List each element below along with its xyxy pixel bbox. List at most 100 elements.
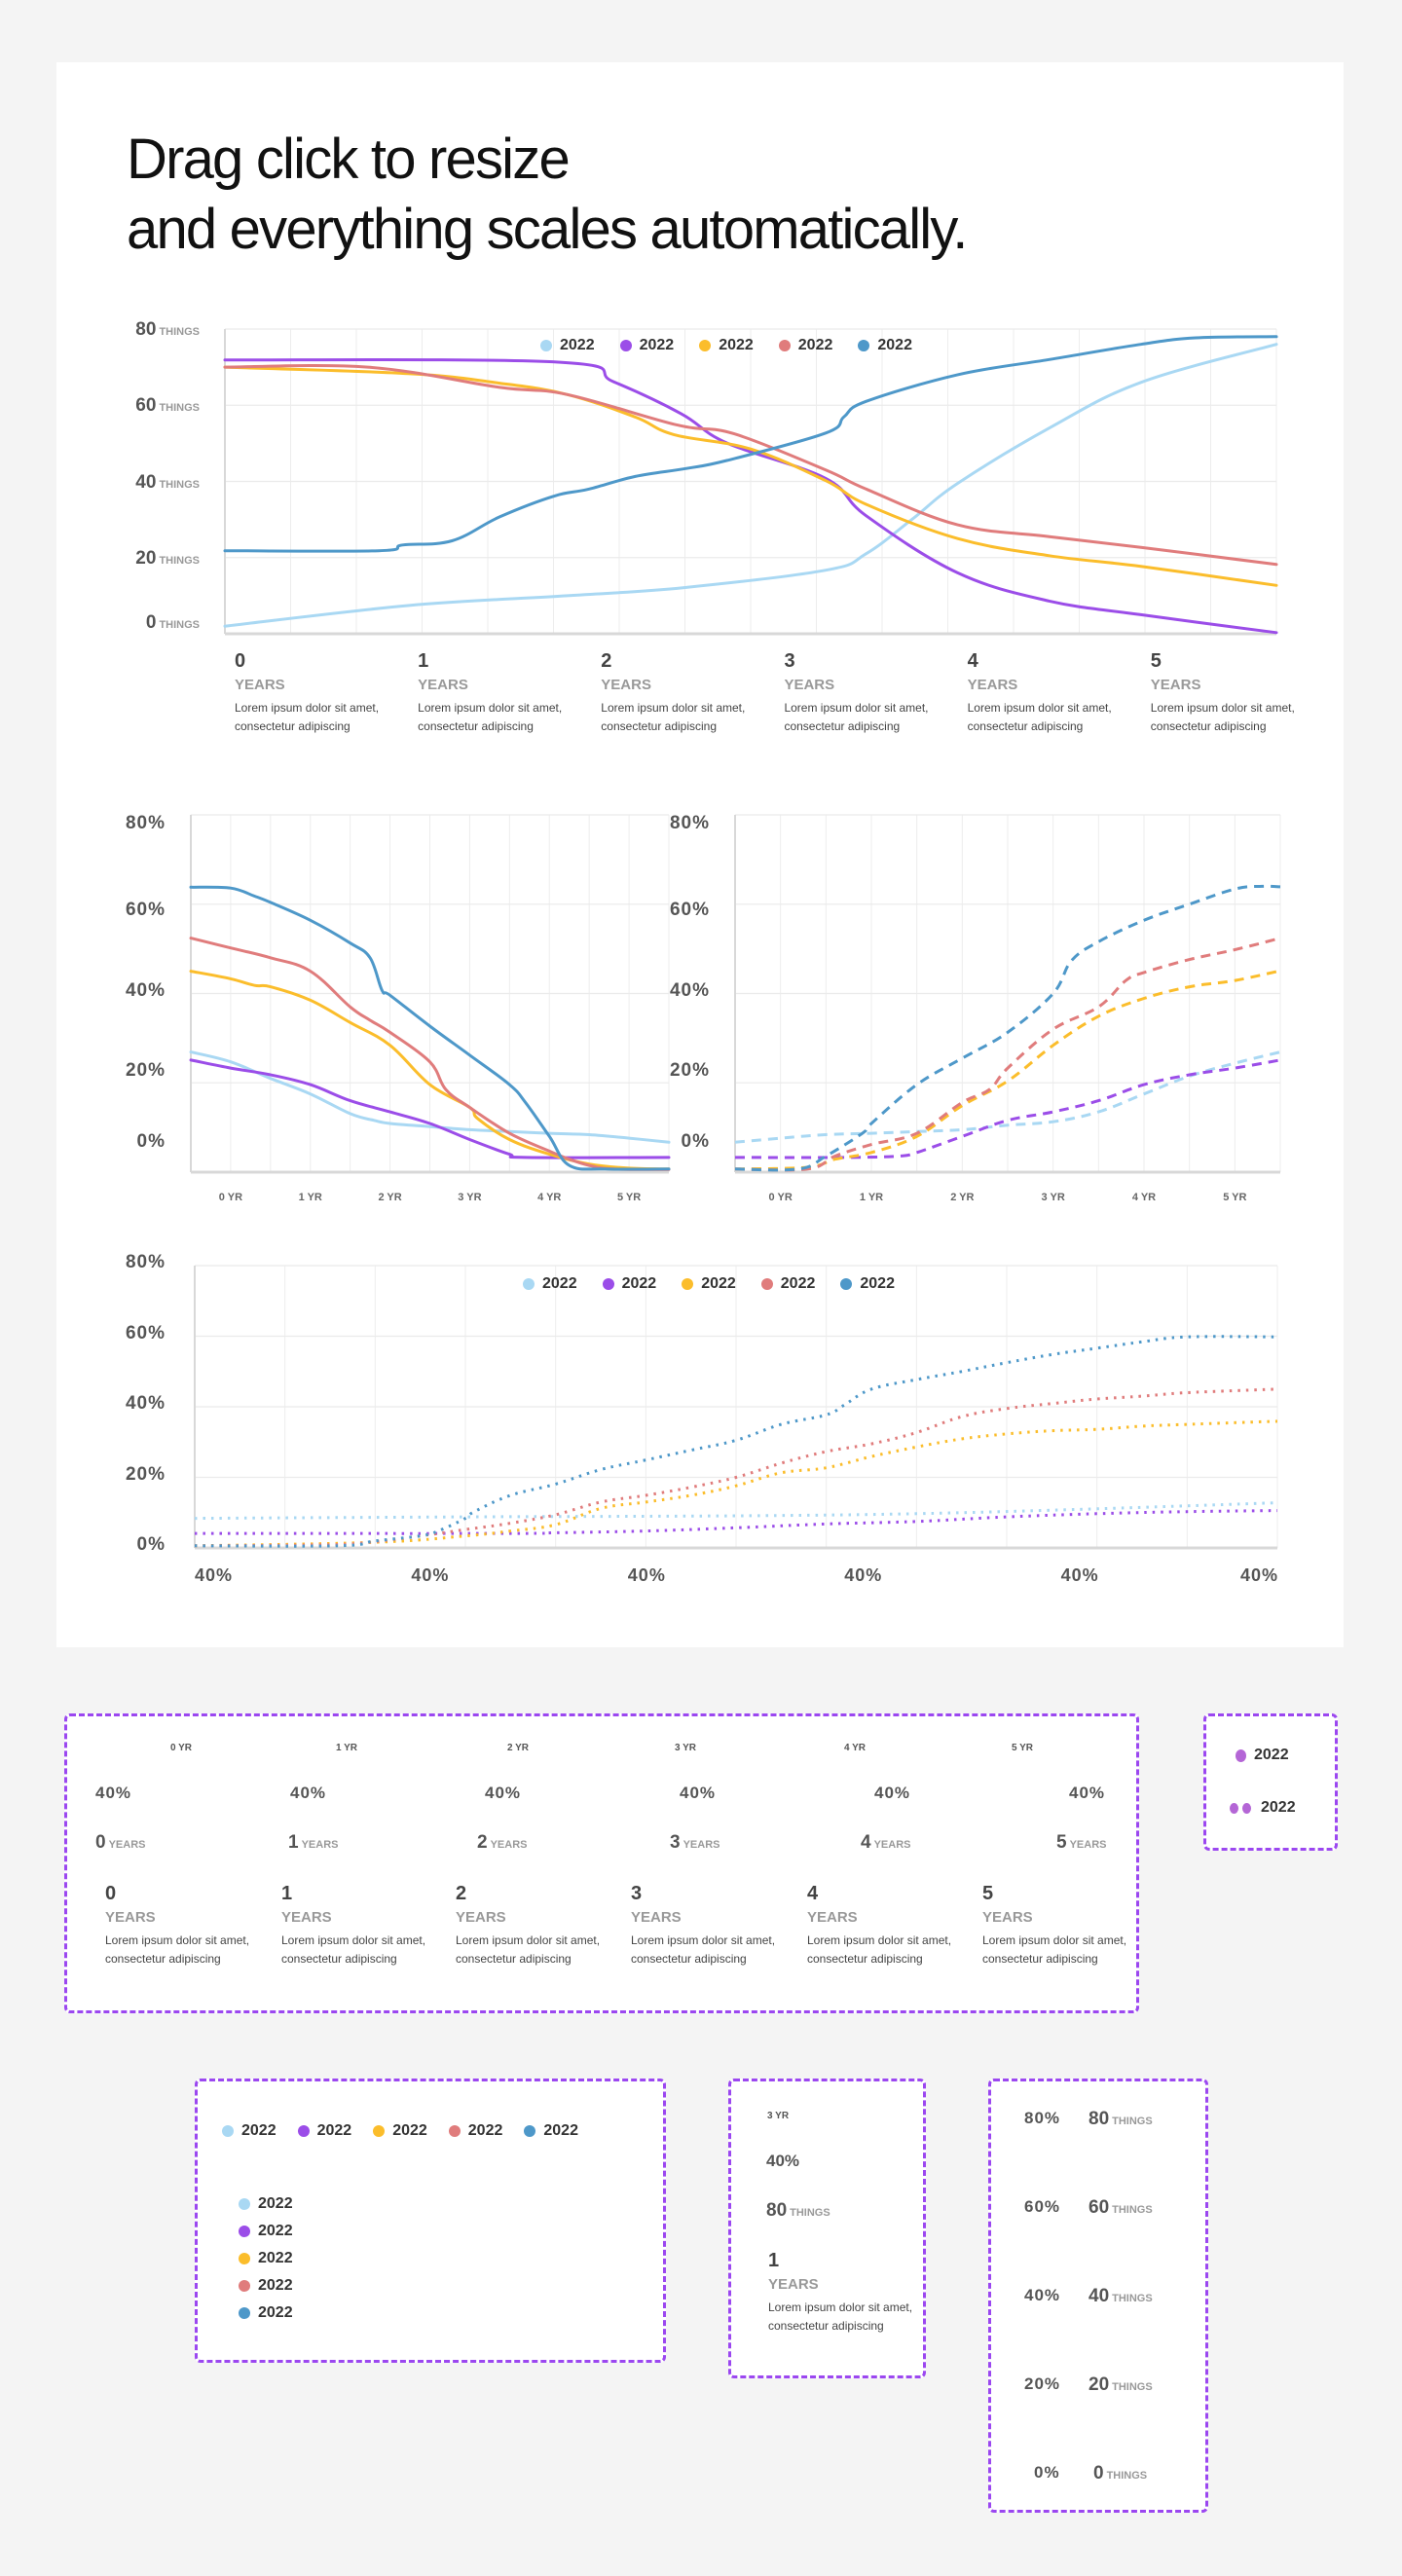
pct-label: 40% — [874, 1784, 911, 1802]
y-tick-value: 40% — [125, 979, 166, 1001]
y-tick-label: 20 THINGS — [135, 548, 200, 570]
year-desc: Lorem ipsum dolor sit amet, consectetur … — [456, 1933, 601, 1966]
year-inline-unit: YEARS — [683, 1839, 720, 1851]
x-tick-label: 3 YR — [1041, 1192, 1065, 1203]
year-num: 1 — [768, 2250, 780, 2271]
yr-label: 3 YR — [767, 2111, 790, 2121]
legend-item: 2022 — [840, 1275, 895, 1293]
pct-label: 40% — [485, 1784, 522, 1802]
things-unit: THINGS — [1112, 2293, 1153, 2304]
legend-dot-icon — [619, 340, 632, 351]
pct-tick: 20% — [1024, 2374, 1061, 2393]
legend-dot-icon — [239, 2226, 250, 2237]
x-tick-label: 40% — [195, 1565, 234, 1585]
legend-item: 2022 — [239, 2304, 293, 2322]
year-unit: YEARS — [456, 1909, 506, 1926]
pct-tick: 40% — [1024, 2286, 1061, 2304]
year-inline-num: 2 — [477, 1832, 488, 1853]
pct-label: 40% — [95, 1784, 132, 1802]
pct-tick: 60% — [1024, 2197, 1061, 2216]
y-tick-unit: THINGS — [159, 326, 200, 338]
series-line-4 — [189, 937, 671, 1171]
y-tick-value: 0 — [145, 612, 157, 633]
y-tick-value: 20 — [135, 547, 157, 569]
yr-label: 5 YR — [1011, 1743, 1034, 1753]
year-desc: Lorem ipsum dolor sit amet, consectetur … — [982, 1933, 1127, 1966]
dotted-dot-icon — [1242, 1802, 1251, 1814]
things-tick: 0 THINGS — [1093, 2463, 1147, 2484]
year-num: 3 — [631, 1883, 643, 1904]
pct-label: 40% — [1069, 1784, 1106, 1802]
yr-label: 1 YR — [335, 1743, 358, 1753]
y-tick-value: 40 — [135, 471, 157, 493]
year-desc: Lorem ipsum dolor sit amet, consectetur … — [768, 2300, 913, 2333]
x-tick-block: 3 YEARS Lorem ipsum dolor sit amet, consec… — [784, 650, 940, 736]
things-unit: THINGS — [1112, 2116, 1153, 2127]
series-line-4 — [734, 937, 1281, 1172]
x-tick-label: 2 YR — [378, 1192, 402, 1203]
legend-label: 2022 — [701, 1275, 736, 1292]
tick-list-box[interactable]: 80% 80 THINGS 60% 60 THINGS 40% 40 THINGS 20% 20 TH… — [988, 2079, 1208, 2513]
series-line-5 — [734, 884, 1281, 1172]
things-tick: 20 THINGS — [1088, 2374, 1153, 2396]
legend-dot-icon — [540, 340, 552, 351]
legend-dot-icon — [297, 2125, 310, 2137]
pct-label: 40% — [766, 2152, 800, 2170]
year-num: 0 — [105, 1883, 117, 1904]
legend-label: 2022 — [258, 2277, 293, 2294]
legend-dotted-label: 2022 — [1261, 1799, 1296, 1816]
x-tick-label: 2 YR — [950, 1192, 975, 1203]
year-inline-label: 1 YEARS — [288, 1832, 338, 1854]
y-tick-label: 80% — [126, 1252, 166, 1273]
x-tick-label: 0 YR — [768, 1192, 793, 1203]
legend-box[interactable]: 2022 2022 2022 2022 2022 2022 2022 2022 2022 202… — [195, 2079, 666, 2363]
x-tick-label: 1 YR — [859, 1192, 884, 1203]
y-tick-label: 0 THINGS — [146, 612, 200, 634]
single-tick-box[interactable]: 3 YR 40% 80 THINGS 1 YEARS Lorem ipsum do… — [728, 2079, 926, 2378]
line-style-legend-box[interactable]: 2022 2022 — [1203, 1713, 1338, 1851]
y-tick-value: 0% — [136, 1534, 166, 1555]
pct-tick: 0% — [1034, 2463, 1060, 2482]
legend-item: 2022 — [760, 1275, 815, 1293]
things-tick: 40 THINGS — [1088, 2286, 1153, 2307]
things-num: 80 — [766, 2200, 788, 2221]
chart-1-plot — [223, 328, 1278, 636]
year-num: 5 — [982, 1883, 994, 1904]
yr-label: 3 YR — [674, 1743, 697, 1753]
y-tick-value: 0% — [136, 1131, 166, 1152]
legend-solid-label: 2022 — [1254, 1747, 1289, 1763]
year-inline-num: 1 — [288, 1832, 299, 1853]
year-desc: Lorem ipsum dolor sit amet, consectetur … — [631, 1933, 776, 1966]
yr-label: 2 YR — [506, 1743, 530, 1753]
series-line-2 — [194, 1509, 1278, 1535]
x-tick-unit: YEARS — [235, 677, 285, 693]
axis-labels-box[interactable] — [64, 1713, 1139, 2013]
y-tick-value: 80% — [125, 1252, 166, 1272]
y-tick-value: 80% — [669, 813, 710, 833]
year-inline-label: 0 YEARS — [95, 1832, 145, 1854]
x-tick-label: 4 YR — [1131, 1192, 1157, 1203]
series-line-3 — [223, 365, 1278, 587]
year-inline-num: 5 — [1056, 1832, 1067, 1853]
dotted-dot-icon — [1230, 1802, 1238, 1814]
things-num: 80 — [1088, 2109, 1110, 2129]
horizontal-legend: 2022 2022 2022 2022 2022 — [222, 2122, 578, 2140]
things-unit: THINGS — [790, 2207, 830, 2219]
legend-dot-icon — [373, 2125, 386, 2137]
legend-label: 2022 — [621, 1275, 657, 1292]
y-tick-label: 80% — [126, 813, 166, 834]
legend-dot-icon — [840, 1278, 853, 1290]
series-line-1 — [734, 1050, 1281, 1144]
chart-4-plot — [194, 1265, 1278, 1550]
x-tick-label: 4 YR — [537, 1192, 562, 1203]
year-desc: Lorem ipsum dolor sit amet, consectetur … — [105, 1933, 250, 1966]
y-tick-label: 40% — [126, 980, 166, 1002]
title-line-1: Drag click to resize — [127, 128, 571, 191]
y-tick-label: 20% — [126, 1464, 166, 1486]
legend-label: 2022 — [392, 2122, 427, 2139]
chart-legend: 2022 2022 2022 2022 2022 — [523, 1275, 895, 1293]
year-unit: YEARS — [807, 1909, 858, 1926]
legend-item: 2022 — [619, 337, 674, 354]
legend-label: 2022 — [467, 2122, 503, 2139]
legend-label: 2022 — [560, 337, 595, 353]
